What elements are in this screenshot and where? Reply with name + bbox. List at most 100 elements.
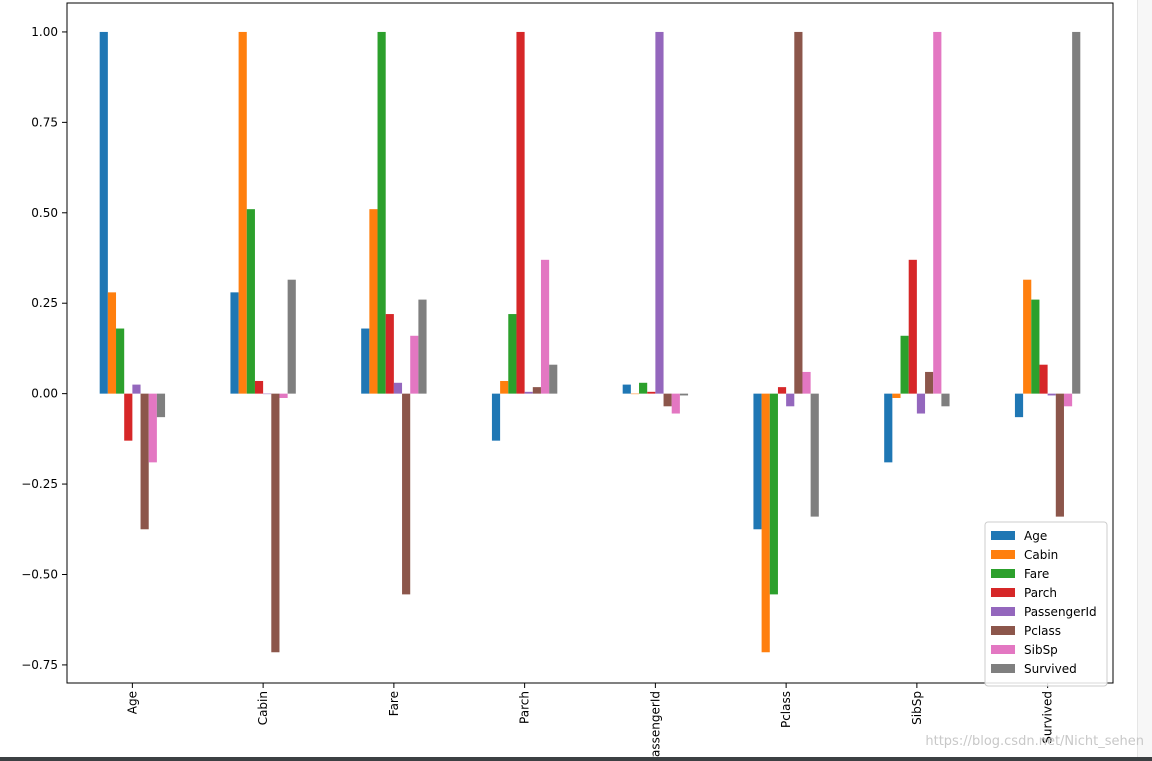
bar-fare-fare [377,31,386,394]
bar-passengerid-passengerid [655,31,664,394]
bar-age-survived [1014,393,1024,418]
x-tick-label: Cabin [256,691,270,725]
bar-survived-cabin [287,279,296,394]
bar-cabin-survived [1023,279,1032,394]
bar-passengerid-cabin [263,393,272,395]
bar-cabin-passengerid [630,393,640,395]
bar-fare-parch [508,314,517,394]
y-tick-label: 0.75 [31,115,58,129]
bar-cabin-fare [369,209,378,394]
legend-swatch-fare [991,569,1015,578]
plot-area [66,2,1114,684]
y-tick-label: 0.00 [31,387,58,401]
bar-survived-survived [1072,31,1081,394]
bar-sibsp-survived [1063,393,1073,407]
bar-age-cabin [230,292,239,394]
bar-fare-passengerid [639,382,648,394]
y-tick-label: 0.25 [31,296,58,310]
legend-label: SibSp [1024,643,1058,657]
x-tick-label: Age [125,691,139,714]
legend-swatch-survived [991,664,1015,673]
legend-swatch-parch [991,588,1015,597]
bar-parch-passengerid [647,391,656,394]
bar-age-pclass [753,393,762,530]
bar-pclass-survived [1055,393,1064,517]
bar-parch-cabin [254,380,264,394]
y-tick-label: 0.50 [31,206,58,220]
legend-label: Pclass [1024,624,1061,638]
bar-survived-sibsp [941,393,950,407]
y-tick-label: −0.75 [21,658,58,672]
bar-parch-parch [516,31,525,394]
bar-passengerid-age [132,384,141,394]
bar-parch-age [124,393,133,441]
legend: Age Cabin Fare Parch PassengerId Pclass SibSp S… [984,521,1108,687]
bar-passengerid-survived [1047,393,1056,396]
bar-passengerid-pclass [786,393,795,407]
legend-label: Age [1024,529,1047,543]
scrollbar-edge [1137,0,1152,757]
bar-sibsp-passengerid [671,393,680,414]
bar-sibsp-cabin [279,393,288,398]
legend-label: PassengerId [1024,605,1097,619]
bar-fare-sibsp [900,335,909,394]
bar-cabin-cabin [238,31,247,394]
y-tick-label: −0.25 [21,477,58,491]
legend-swatch-sibsp [991,645,1015,654]
bar-sibsp-sibsp [933,31,942,394]
legend-swatch-pclass [991,626,1015,635]
x-tick-label: SibSp [910,691,924,725]
bar-cabin-pclass [761,393,770,653]
bar-age-sibsp [884,393,893,463]
legend-label: Fare [1024,567,1049,581]
bar-survived-passengerid [679,393,689,396]
bar-fare-age [116,328,125,394]
bar-age-fare [361,328,370,394]
x-tick-label: Survived [1041,691,1055,744]
watermark: https://blog.csdn.net/Nicht_sehen [925,734,1144,749]
x-axis: Age Cabin Fare Parch PassengerId Pclass SibSp S… [125,683,1055,757]
legend-label: Cabin [1024,548,1058,562]
plot-frame [66,2,1114,684]
legend-label: Survived [1024,662,1077,676]
bar-passengerid-fare [393,382,403,394]
bar-parch-survived [1039,364,1048,394]
legend-swatch-cabin [991,550,1015,559]
bar-survived-pclass [810,393,819,517]
bar-age-age [99,31,108,394]
bar-sibsp-age [148,393,157,463]
y-axis: 1.00 0.75 0.50 0.25 0.00 −0.25 −0.50 −0.75 [21,25,67,672]
bar-pclass-pclass [794,31,803,394]
bar-cabin-parch [500,380,509,394]
bar-survived-fare [418,299,427,394]
bar-sibsp-fare [410,335,419,394]
x-tick-label: PassengerId [648,691,662,757]
bar-pclass-cabin [271,393,280,653]
y-tick-label: 1.00 [31,25,58,39]
bar-fare-pclass [769,393,778,595]
bar-sibsp-pclass [802,371,811,394]
x-tick-label: Parch [518,691,532,724]
legend-label: Parch [1024,586,1057,600]
bar-age-parch [491,393,501,441]
y-tick-label: −0.50 [21,567,58,581]
x-tick-label: Fare [387,691,401,716]
bar-age-passengerid [622,384,631,394]
legend-swatch-passengerid [991,607,1015,616]
bar-sibsp-parch [540,259,550,394]
bar-survived-parch [549,364,558,394]
bar-cabin-sibsp [892,393,901,398]
bar-parch-pclass [777,387,787,394]
bar-pclass-age [140,393,149,530]
bar-pclass-passengerid [663,393,672,407]
legend-box [984,521,1108,687]
bar-survived-age [156,393,166,418]
bar-fare-cabin [246,209,255,394]
bar-fare-survived [1031,299,1040,394]
bar-passengerid-parch [524,391,533,394]
bar-pclass-sibsp [925,371,934,394]
bar-pclass-fare [402,393,411,595]
bar-parch-fare [385,314,394,394]
bar-pclass-parch [532,387,541,394]
